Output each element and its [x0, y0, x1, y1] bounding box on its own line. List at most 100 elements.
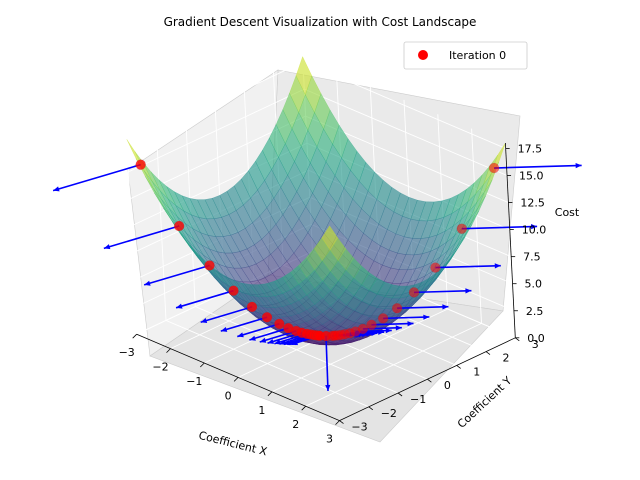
gradient-arrow: [383, 316, 430, 320]
y-tick-mark: [397, 392, 403, 397]
x-tick-mark: [233, 377, 239, 382]
y-tick-label: −2: [381, 407, 397, 420]
gradient-arrow-head: [103, 244, 111, 250]
data-point: [274, 318, 285, 330]
x-tick-mark: [267, 391, 273, 397]
gradient-arrow-head: [144, 280, 151, 286]
x-tick-mark: [301, 405, 306, 411]
gradient-arrow-head: [395, 325, 402, 331]
y-tick-label: 3: [532, 338, 539, 351]
gradient-arrow-head: [575, 163, 582, 169]
data-point: [204, 260, 215, 271]
legend-marker: [418, 50, 428, 60]
z-tick-label: 0.0: [527, 332, 545, 345]
z-tick-label: 17.5: [518, 142, 543, 155]
y-tick-label: 2: [503, 352, 510, 365]
data-point: [357, 323, 369, 335]
gradient-arrow-head: [423, 314, 430, 320]
x-tick-label: 0: [225, 389, 232, 402]
y-tick-mark: [339, 420, 344, 424]
data-point: [488, 162, 500, 174]
gradient-arrow: [175, 289, 234, 309]
gradient-arrow-head: [385, 328, 392, 334]
chart-title: Gradient Descent Visualization with Cost…: [164, 15, 477, 29]
descent-points: [135, 159, 500, 342]
gradient-arrow-head: [267, 338, 275, 344]
data-point: [377, 313, 389, 324]
gradient-arrow-head: [494, 263, 501, 269]
y-tick-label: −3: [351, 421, 367, 434]
gradient-arrow-head: [53, 186, 60, 192]
gradient-arrow-head: [176, 303, 183, 309]
z-axis-label: Cost: [555, 206, 580, 219]
gradient-arrow-head: [465, 288, 472, 294]
x-tick-mark: [132, 333, 137, 339]
gradient-arrow-head: [220, 326, 228, 332]
x-tick-label: 3: [326, 433, 333, 446]
y-tick-label: 0: [444, 379, 451, 392]
gradient-arrow-head: [325, 384, 331, 391]
grid-line-y: [165, 319, 369, 408]
gradient-arrow: [249, 327, 289, 341]
gradient-arrow: [103, 225, 180, 250]
gradient-arrow: [461, 225, 538, 230]
x-tick-mark: [166, 348, 171, 353]
y-tick-label: −1: [410, 393, 426, 406]
gradient-arrow-head: [200, 318, 208, 323]
data-point: [366, 319, 377, 331]
data-point: [228, 285, 239, 296]
data-point: [430, 262, 441, 273]
x-tick-label: −2: [152, 361, 168, 374]
data-point: [135, 159, 146, 170]
grid-line-y: [195, 306, 399, 394]
tick-labels: −3−2−10123−3−2−101230.02.55.07.510.012.5…: [119, 142, 547, 445]
x-tick-label: −3: [119, 346, 135, 359]
x-tick-label: 1: [258, 404, 265, 417]
y-tick-mark: [515, 337, 520, 342]
x-tick-label: −1: [186, 375, 202, 388]
z-tick-label: 10.0: [522, 224, 547, 237]
x-tick-mark: [200, 362, 205, 368]
legend: Iteration 0: [403, 41, 528, 70]
data-point: [173, 220, 185, 232]
gradient-arrow: [397, 305, 449, 310]
gradient-arrow: [52, 163, 141, 192]
data-point: [408, 287, 420, 298]
x-tick-mark: [335, 420, 340, 425]
z-tick-label: 7.5: [523, 251, 541, 264]
legend-entry-label: Iteration 0: [449, 49, 506, 62]
gradient-arrow-head: [259, 337, 267, 343]
gradient-arrow: [200, 306, 253, 323]
gradient-arrow-head: [274, 339, 281, 345]
gradient-arrow-head: [249, 335, 256, 341]
gradient-arrow-head: [291, 340, 298, 346]
surface-facet: [321, 225, 338, 251]
grid-line-y: [126, 139, 138, 335]
y-tick-mark: [485, 351, 491, 355]
data-point: [246, 301, 258, 313]
gradient-arrow: [494, 164, 582, 169]
gradient-arrow: [413, 289, 472, 294]
gradient-arrow: [325, 335, 329, 392]
z-tick-label: 5.0: [525, 278, 543, 291]
gradient-arrow: [237, 323, 280, 338]
y-tick-mark: [427, 378, 432, 383]
y-tick-mark: [368, 406, 374, 411]
data-point: [391, 302, 403, 314]
gradient-arrow: [371, 322, 414, 326]
data-point: [456, 223, 468, 234]
x-tick-label: 2: [292, 418, 299, 431]
z-tick-label: 15.0: [519, 170, 544, 183]
gradient-arrow-head: [531, 224, 538, 230]
y-tick-label: 1: [473, 365, 480, 378]
gradient-arrow-head: [442, 304, 449, 310]
gradient-arrow: [220, 316, 268, 332]
data-point: [261, 312, 273, 323]
gradient-arrow: [435, 264, 501, 269]
z-tick-label: 12.5: [520, 197, 545, 210]
y-tick-mark: [456, 365, 461, 369]
gradient-arrow-head: [237, 332, 244, 338]
z-tick-label: 2.5: [526, 305, 544, 318]
gradient-arrow-head: [407, 321, 414, 327]
